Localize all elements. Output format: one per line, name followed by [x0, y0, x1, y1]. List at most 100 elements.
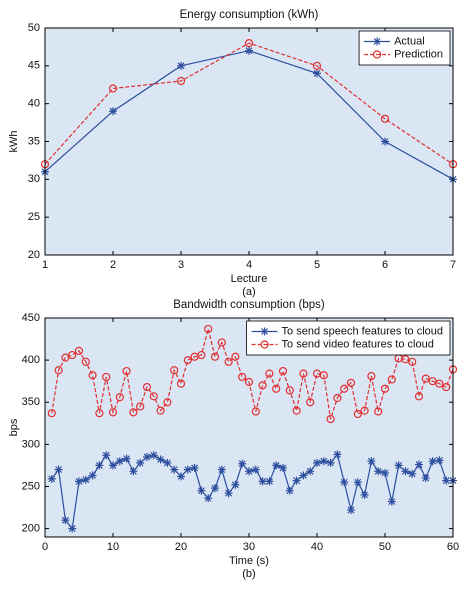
marker — [183, 356, 192, 365]
legend-label: Prediction — [394, 48, 443, 60]
legend-label: Actual — [394, 35, 425, 47]
marker — [149, 392, 158, 401]
marker — [333, 450, 342, 459]
marker — [61, 516, 70, 525]
marker — [285, 386, 294, 395]
x-tick-label: 40 — [311, 541, 323, 553]
marker — [183, 465, 192, 474]
marker — [285, 486, 294, 495]
marker — [435, 456, 444, 465]
marker — [244, 377, 254, 387]
y-tick-label: 400 — [22, 354, 40, 366]
marker — [163, 398, 172, 407]
marker — [306, 398, 315, 407]
marker — [428, 457, 437, 466]
marker — [81, 357, 90, 366]
x-tick-label: 0 — [42, 541, 48, 553]
legend-marker — [373, 37, 382, 46]
marker — [109, 107, 117, 116]
marker — [374, 407, 383, 416]
marker — [353, 409, 362, 419]
marker — [353, 478, 362, 487]
legend-box — [246, 320, 451, 356]
y-tick-label: 40 — [28, 98, 40, 110]
marker — [170, 465, 179, 474]
marker — [75, 477, 83, 486]
y-tick-label: 300 — [22, 438, 40, 450]
marker — [217, 465, 226, 474]
marker — [292, 476, 301, 485]
marker — [421, 474, 430, 483]
marker — [115, 393, 124, 402]
marker — [272, 461, 281, 470]
y-tick-label: 20 — [28, 249, 40, 261]
marker — [102, 372, 111, 382]
marker — [211, 484, 219, 493]
marker — [122, 454, 131, 463]
marker — [292, 406, 301, 415]
legend-label: To send video features to cloud — [282, 338, 434, 350]
marker — [176, 379, 186, 388]
marker — [47, 474, 56, 483]
marker — [54, 465, 63, 474]
marker — [387, 375, 396, 384]
x-tick-label: 2 — [110, 259, 116, 271]
marker — [299, 471, 308, 480]
marker — [381, 137, 389, 146]
marker — [129, 408, 138, 417]
marker — [95, 461, 104, 470]
x-tick-label: 4 — [246, 259, 252, 271]
marker — [143, 452, 151, 461]
marker — [326, 458, 335, 467]
legend-marker — [372, 50, 382, 59]
marker — [163, 458, 172, 467]
y-tick-label: 200 — [22, 522, 40, 534]
marker — [129, 467, 138, 476]
x-tick-label: 60 — [447, 541, 459, 553]
marker — [442, 382, 451, 392]
marker — [88, 371, 97, 380]
marker — [394, 461, 403, 470]
marker — [136, 458, 145, 467]
marker — [224, 357, 233, 366]
marker — [415, 460, 423, 469]
x-tick-label: 30 — [243, 541, 255, 553]
marker — [258, 477, 267, 486]
marker — [95, 409, 104, 418]
marker — [197, 486, 206, 495]
x-tick-label: 10 — [107, 541, 119, 553]
marker — [231, 480, 240, 489]
marker — [238, 372, 247, 382]
marker — [108, 84, 118, 93]
marker — [312, 61, 322, 70]
x-tick-label: 6 — [382, 259, 388, 271]
marker — [156, 406, 165, 415]
marker — [177, 61, 185, 70]
marker — [68, 350, 77, 360]
marker — [414, 392, 424, 401]
marker — [245, 46, 253, 55]
marker — [340, 478, 349, 487]
y-axis-label: kWh — [8, 131, 20, 153]
marker — [347, 506, 355, 515]
axes-frame — [44, 27, 454, 256]
marker — [387, 497, 396, 506]
series-line — [44, 42, 454, 165]
x-tick-label: 20 — [175, 541, 187, 553]
marker — [408, 469, 417, 478]
marker — [61, 353, 70, 362]
y-axis-label: bps — [8, 418, 20, 436]
legend-marker — [260, 340, 269, 349]
marker — [122, 366, 131, 376]
marker — [81, 475, 90, 484]
marker — [442, 476, 451, 485]
marker — [313, 458, 321, 467]
marker — [156, 455, 165, 464]
marker — [190, 463, 199, 472]
marker — [238, 459, 247, 468]
y-tick-label: 450 — [22, 312, 40, 324]
y-tick-label: 350 — [22, 396, 40, 408]
marker — [313, 69, 321, 78]
marker — [367, 457, 376, 466]
